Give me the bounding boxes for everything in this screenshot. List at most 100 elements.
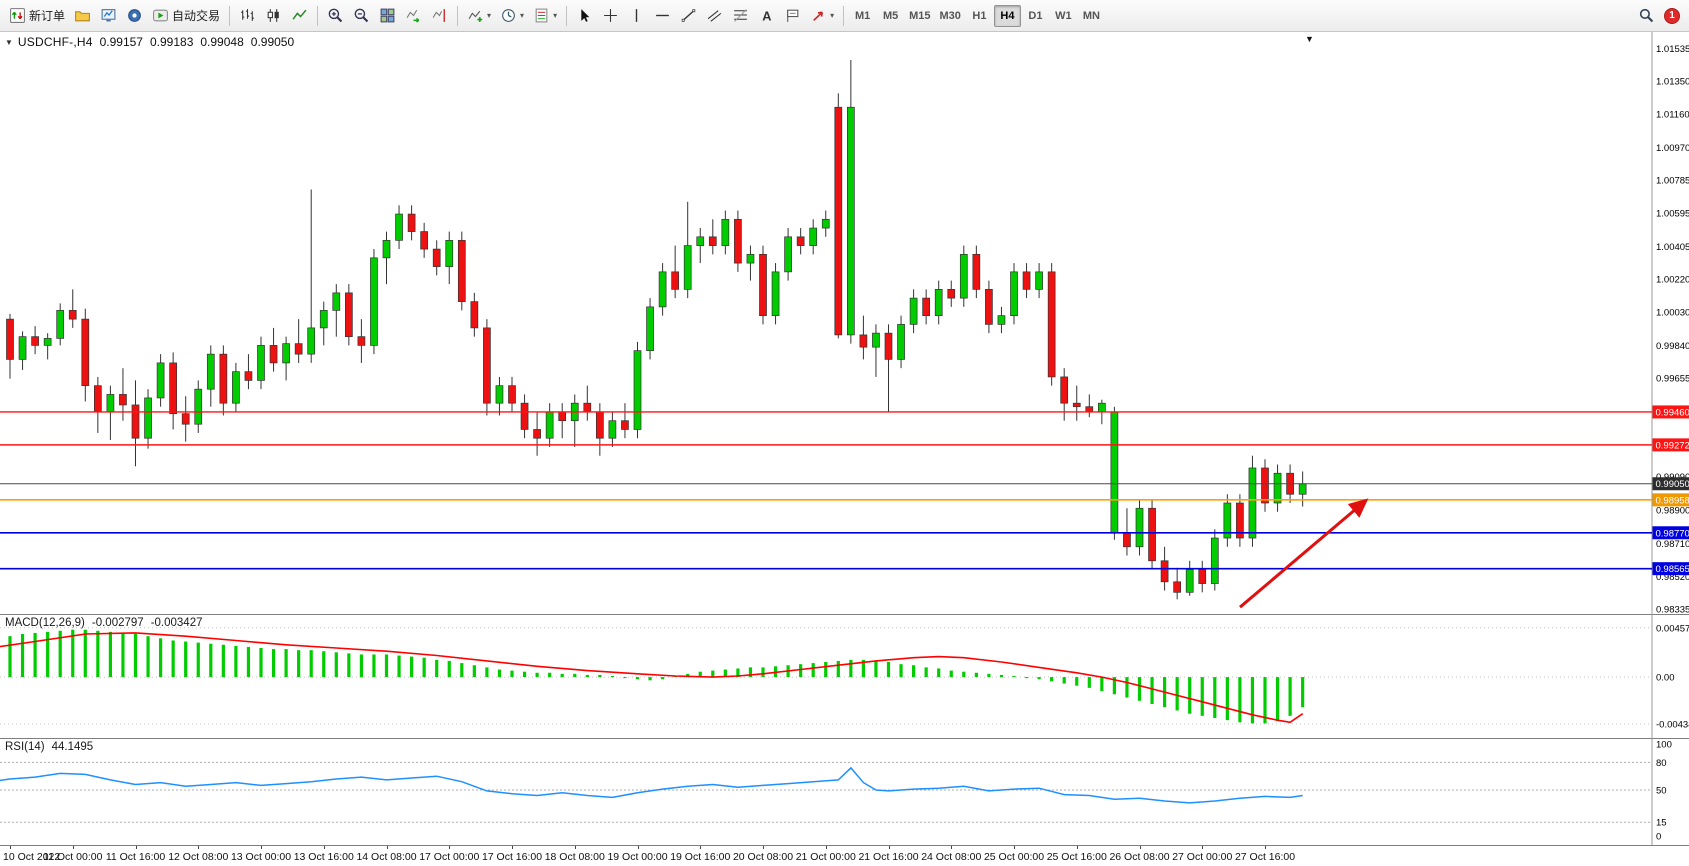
candle-body bbox=[1160, 560, 1169, 583]
time-axis-label: 11 Oct 00:00 bbox=[43, 851, 103, 863]
arrows-button[interactable]: ▾ bbox=[806, 4, 838, 28]
dropdown-icon: ▾ bbox=[520, 10, 525, 20]
candle-body bbox=[859, 334, 868, 348]
price-badge-label: 0.99460 bbox=[1656, 407, 1689, 418]
zoom-in-button[interactable] bbox=[323, 4, 348, 28]
candle-body bbox=[269, 345, 278, 364]
time-axis-tick bbox=[449, 846, 451, 849]
time-axis-tick bbox=[1139, 846, 1141, 849]
candle-body bbox=[18, 336, 27, 360]
candle-body bbox=[608, 420, 617, 439]
candle-body bbox=[696, 236, 705, 246]
time-axis-tick bbox=[323, 846, 325, 849]
rsi-panel: 100 80 50 15 0 RSI(14) 44.1495 bbox=[0, 738, 1689, 845]
time-axis-label: 20 Oct 08:00 bbox=[732, 851, 794, 863]
candle-body bbox=[1060, 376, 1069, 404]
candle-body bbox=[909, 297, 918, 325]
tf-button-M1[interactable]: M1 bbox=[849, 5, 876, 27]
time-axis-tick bbox=[637, 846, 639, 849]
tf-button-H4[interactable]: H4 bbox=[993, 4, 1021, 27]
tf-button-MN[interactable]: MN bbox=[1078, 5, 1105, 27]
price-axis-label: 1.01350 bbox=[1656, 76, 1689, 87]
candle-body bbox=[1210, 537, 1219, 584]
tf-button-W1[interactable]: W1 bbox=[1050, 5, 1077, 27]
tf-button-M30[interactable]: M30 bbox=[936, 5, 965, 27]
price-panel: 1.01535 1.01350 1.01160 1.00970 1.00785 1.005… bbox=[0, 32, 1689, 614]
candle-body bbox=[545, 411, 554, 439]
candle-body bbox=[395, 213, 403, 241]
terminal-button[interactable] bbox=[122, 4, 147, 28]
notification-badge[interactable]: 1 bbox=[1664, 7, 1680, 24]
macd-axis-label: 0.004576 bbox=[1656, 623, 1689, 634]
time-axis-label: 21 Oct 16:00 bbox=[858, 851, 919, 863]
candle-body bbox=[68, 310, 77, 320]
price-axis-label: 0.98335 bbox=[1656, 604, 1689, 614]
profiles-button[interactable] bbox=[70, 4, 95, 28]
price-badge-label: 0.98770 bbox=[1656, 528, 1689, 539]
bar-chart-button[interactable] bbox=[235, 4, 260, 28]
fibonacci-button[interactable] bbox=[728, 4, 753, 28]
candle-body bbox=[144, 397, 152, 439]
tf-button-M5[interactable]: M5 bbox=[877, 5, 904, 27]
chart-collapse-icon[interactable]: ▼ bbox=[1305, 34, 1314, 44]
candle-body bbox=[332, 292, 341, 311]
price-axis-label: 1.00405 bbox=[1656, 242, 1689, 253]
market-watch-button[interactable] bbox=[96, 4, 121, 28]
rsi-value: 44.1495 bbox=[51, 741, 94, 753]
candle-body bbox=[947, 289, 956, 299]
new-order-button[interactable]: 新订单 bbox=[5, 4, 69, 28]
search-button[interactable] bbox=[1634, 4, 1659, 28]
crosshair-button[interactable] bbox=[598, 4, 623, 28]
autotrading-icon bbox=[153, 9, 168, 22]
zoom-out-button[interactable] bbox=[349, 4, 374, 28]
one-click-trading-icon[interactable]: ▼ bbox=[5, 37, 13, 47]
chart-shift-button[interactable] bbox=[427, 4, 452, 28]
candle-body bbox=[81, 318, 90, 387]
rsi-line bbox=[0, 766, 1303, 804]
time-axis-label: 25 Oct 00:00 bbox=[983, 851, 1045, 863]
auto-scroll-button[interactable] bbox=[401, 4, 426, 28]
macd-value-signal: -0.003427 bbox=[150, 617, 203, 629]
candle-body bbox=[420, 231, 428, 250]
tf-button-D1[interactable]: D1 bbox=[1022, 5, 1049, 27]
time-axis-label: 21 Oct 00:00 bbox=[795, 851, 856, 863]
time-axis-label: 26 Oct 08:00 bbox=[1109, 851, 1170, 863]
profiles-icon bbox=[75, 11, 90, 22]
main-chart-canvas[interactable]: 1.01535 1.01350 1.01160 1.00970 1.00785 1.005… bbox=[0, 32, 1689, 614]
periods-button[interactable]: ▾ bbox=[496, 4, 528, 28]
macd-canvas[interactable]: 0.004576 0.00 -0.004341 bbox=[0, 614, 1689, 738]
horizontal-line-button[interactable] bbox=[650, 4, 675, 28]
candle-body bbox=[1010, 271, 1018, 316]
vertical-line-button[interactable] bbox=[624, 4, 649, 28]
candle-body bbox=[1248, 467, 1257, 539]
templates-button[interactable]: ▾ bbox=[529, 4, 561, 28]
auto-scroll-icon bbox=[406, 9, 420, 23]
candle-body bbox=[721, 218, 730, 246]
annotation-arrow[interactable] bbox=[1239, 498, 1369, 609]
candlestick-button[interactable] bbox=[261, 4, 286, 28]
rsi-canvas[interactable]: 100 80 50 15 0 bbox=[0, 738, 1689, 845]
candle-body bbox=[1298, 483, 1307, 495]
indicators-button[interactable]: ▾ bbox=[463, 4, 495, 28]
candle-body bbox=[1261, 467, 1269, 504]
time-axis[interactable]: 10 Oct 2022 11 Oct 00:00 11 Oct 16:00 12 Oc… bbox=[0, 845, 1689, 866]
autotrading-button[interactable]: 自动交易 bbox=[148, 4, 224, 28]
candle-body bbox=[1123, 532, 1131, 548]
candle-body bbox=[219, 353, 228, 404]
line-chart-button[interactable] bbox=[287, 4, 312, 28]
channel-button[interactable] bbox=[702, 4, 727, 28]
text-button[interactable]: A bbox=[754, 4, 779, 28]
candle-body bbox=[370, 257, 378, 346]
candle-body bbox=[1022, 271, 1031, 290]
trendline-button[interactable] bbox=[676, 4, 701, 28]
autotrading-label: 自动交易 bbox=[172, 9, 221, 23]
tile-windows-button[interactable] bbox=[375, 4, 400, 28]
ohlc-low: 0.99048 bbox=[200, 35, 244, 49]
tf-button-M15[interactable]: M15 bbox=[905, 5, 934, 27]
tf-button-H1[interactable]: H1 bbox=[966, 5, 993, 27]
candle-body bbox=[621, 420, 629, 430]
text-label-button[interactable] bbox=[780, 4, 805, 28]
price-axis-label: 0.98710 bbox=[1656, 539, 1689, 550]
cursor-button[interactable] bbox=[572, 4, 597, 28]
